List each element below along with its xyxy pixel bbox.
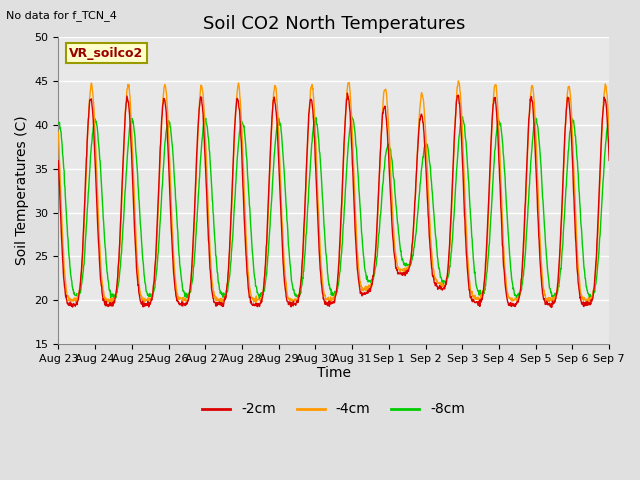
Text: No data for f_TCN_4: No data for f_TCN_4 — [6, 10, 117, 21]
Title: Soil CO2 North Temperatures: Soil CO2 North Temperatures — [203, 15, 465, 33]
Legend: -2cm, -4cm, -8cm: -2cm, -4cm, -8cm — [197, 397, 470, 422]
Y-axis label: Soil Temperatures (C): Soil Temperatures (C) — [15, 116, 29, 265]
Text: VR_soilco2: VR_soilco2 — [69, 47, 143, 60]
X-axis label: Time: Time — [317, 366, 351, 381]
